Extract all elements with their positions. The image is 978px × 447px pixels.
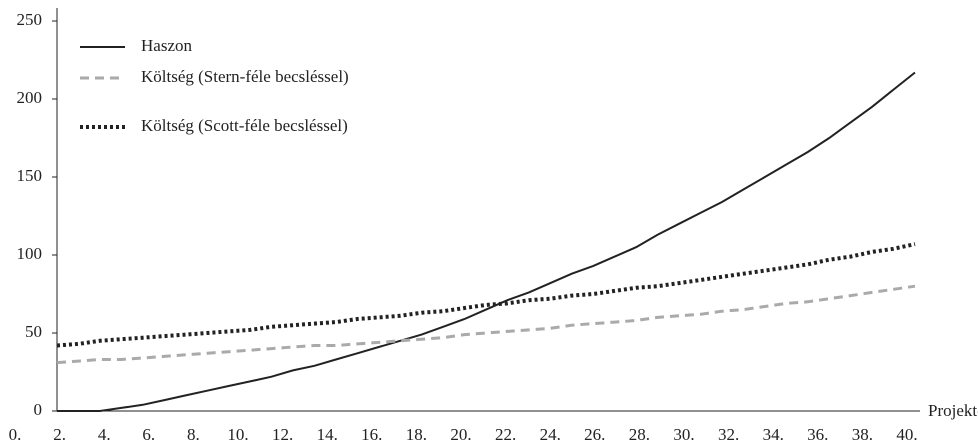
y-tick-label: 0 [34,400,43,419]
x-tick-label: 4. [98,425,111,444]
x-tick-label: 14. [317,425,338,444]
y-tick-label: 150 [17,166,43,185]
series-line [57,71,916,412]
x-tick-label: 6. [142,425,155,444]
x-tick-label: 2. [53,425,66,444]
x-tick-label: 24. [540,425,561,444]
x-tick-label: 40. [896,425,917,444]
y-tick-label: 100 [17,244,43,263]
x-tick-label: 16. [361,425,382,444]
series-line [56,242,916,348]
x-tick-label: 22. [495,425,516,444]
legend-label: Költség (Stern-féle becsléssel) [141,67,349,86]
x-tick-label: 10. [227,425,248,444]
x-axis-label: Projektév [928,401,978,420]
x-tick-label: 0. [9,425,22,444]
x-tick-label: 30. [673,425,694,444]
x-tick-label: 20. [450,425,471,444]
x-tick-label: 26. [584,425,605,444]
x-tick-label: 36. [807,425,828,444]
x-tick-label: 38. [852,425,873,444]
x-tick-label: 32. [718,425,739,444]
x-tick-label: 8. [187,425,200,444]
x-tick-label: 12. [272,425,293,444]
x-tick-label: 18. [406,425,427,444]
y-tick-label: 50 [25,322,42,341]
legend-label: Költség (Scott-féle becsléssel) [141,116,348,135]
series-line [56,284,916,365]
legend-label: Haszon [141,36,192,55]
y-tick-label: 200 [17,88,43,107]
x-tick-label: 28. [629,425,650,444]
x-tick-label: 34. [763,425,784,444]
y-tick-label: 250 [17,10,43,29]
